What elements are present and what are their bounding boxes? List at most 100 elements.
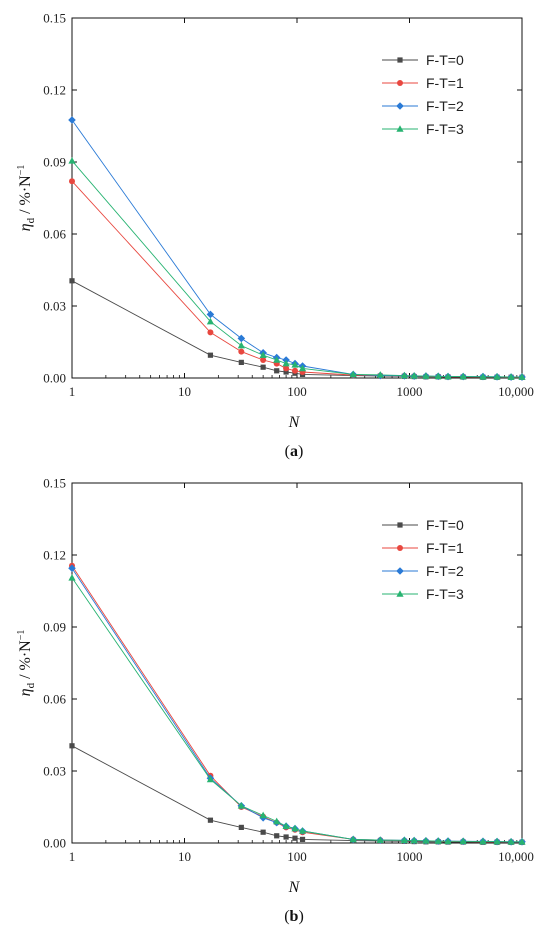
legend-marker [397, 80, 403, 86]
x-tick-label: 1 [69, 384, 76, 399]
y-axis-subscript: d [25, 682, 37, 688]
series-f-t-3 [68, 574, 526, 845]
y-axis-title: ηd / %·N−1 [16, 630, 37, 697]
data-point [273, 356, 281, 363]
panel-label: (a) [285, 443, 304, 460]
legend-label: F-T=2 [426, 563, 464, 579]
y-axis-title: ηd / %·N−1 [16, 165, 37, 232]
legend: F-T=0 F-T=1 F-T=2 F-T=3 [382, 52, 464, 137]
data-point [283, 834, 289, 840]
data-point [237, 341, 245, 349]
y-tick-label: 0.12 [43, 548, 66, 563]
data-point [349, 370, 357, 378]
x-tick-label: 1 [69, 849, 76, 864]
data-point [493, 837, 501, 845]
data-point [237, 334, 246, 343]
data-point [68, 157, 76, 164]
legend-marker [396, 567, 404, 575]
y-axis-symbol: η [17, 688, 34, 696]
data-point [298, 364, 307, 372]
y-tick-label: 0.00 [43, 371, 66, 386]
data-point [237, 802, 245, 809]
legend-item: F-T=0 [382, 517, 464, 533]
chart-panel-b: 0.00 0.03 0.06 0.09 0.12 0.15 1 10 100 1000 10,000… [16, 476, 534, 926]
x-tick-label: 10,000 [498, 849, 534, 864]
x-axis-title: N [288, 414, 301, 431]
data-point [260, 364, 266, 370]
data-point [507, 838, 515, 845]
data-point [207, 329, 214, 336]
data-point [260, 829, 266, 835]
data-point [282, 359, 290, 367]
legend-item: F-T=3 [382, 121, 464, 137]
data-point [410, 836, 418, 844]
data-point [518, 838, 526, 845]
legend-label: F-T=1 [426, 540, 464, 556]
y-tick-label: 0.15 [43, 11, 66, 26]
x-tick-label: 100 [287, 384, 307, 399]
data-point [299, 836, 306, 842]
data-point [459, 837, 467, 845]
data-point [68, 564, 76, 572]
y-tick-label: 0.09 [43, 155, 66, 170]
data-point [292, 367, 299, 374]
y-tick-label: 0.03 [43, 299, 66, 314]
series-line [71, 160, 522, 378]
data-point [206, 775, 215, 783]
data-point [259, 811, 267, 819]
legend-item: F-T=2 [382, 98, 464, 114]
legend-label: F-T=0 [426, 52, 464, 68]
data-point [507, 373, 515, 380]
series-f-t-2 [68, 564, 526, 846]
series-line [71, 180, 522, 378]
x-tick-label: 1000 [397, 384, 423, 399]
data-point [260, 357, 267, 363]
x-tick-label: 10 [178, 384, 191, 399]
legend-marker [397, 522, 403, 528]
series-line [71, 119, 522, 378]
data-point [259, 351, 267, 358]
y-tick-label: 0.09 [43, 620, 66, 635]
panel-letter: b [290, 908, 299, 925]
legend: F-T=0 F-T=1 F-T=2 F-T=3 [382, 517, 464, 602]
data-point [69, 743, 75, 749]
legend-label: F-T=2 [426, 98, 464, 114]
data-point [434, 372, 442, 380]
series-f-t-1 [69, 562, 525, 846]
data-point [349, 835, 357, 843]
data-point [422, 837, 430, 844]
y-tick-label: 0.06 [43, 227, 66, 242]
legend-label: F-T=1 [426, 75, 464, 91]
data-point [69, 178, 75, 185]
panel-letter: a [290, 443, 298, 460]
data-point [238, 824, 244, 830]
legend-marker [397, 545, 403, 551]
chart-panel-a: 0.00 0.03 0.06 0.09 0.12 0.15 1 10 100 1000 10,000… [16, 11, 534, 461]
data-point [206, 317, 215, 325]
data-point [400, 836, 408, 844]
plot-frame [71, 17, 523, 379]
data-point [283, 369, 289, 375]
data-point [68, 116, 76, 124]
data-point [434, 837, 442, 844]
data-point [206, 310, 215, 319]
x-tick-label: 10 [178, 849, 191, 864]
data-point [292, 835, 298, 841]
y-tick-label: 0.00 [43, 836, 66, 851]
series-f-t-1 [69, 178, 525, 381]
series-f-t-2 [68, 116, 526, 381]
legend-marker [396, 125, 404, 132]
data-point [238, 348, 245, 355]
y-tick-label: 0.12 [43, 83, 66, 98]
legend-item: F-T=0 [382, 52, 464, 68]
data-point [207, 352, 214, 358]
data-point [444, 372, 452, 380]
legend-label: F-T=3 [426, 121, 464, 137]
x-tick-label: 1000 [397, 849, 423, 864]
legend-marker [397, 57, 403, 63]
data-point [410, 372, 418, 379]
y-axis-superscript: −1 [16, 165, 27, 176]
plot-frame [71, 482, 523, 844]
y-axis-symbol: η [17, 223, 34, 231]
y-tick-label: 0.06 [43, 692, 66, 707]
